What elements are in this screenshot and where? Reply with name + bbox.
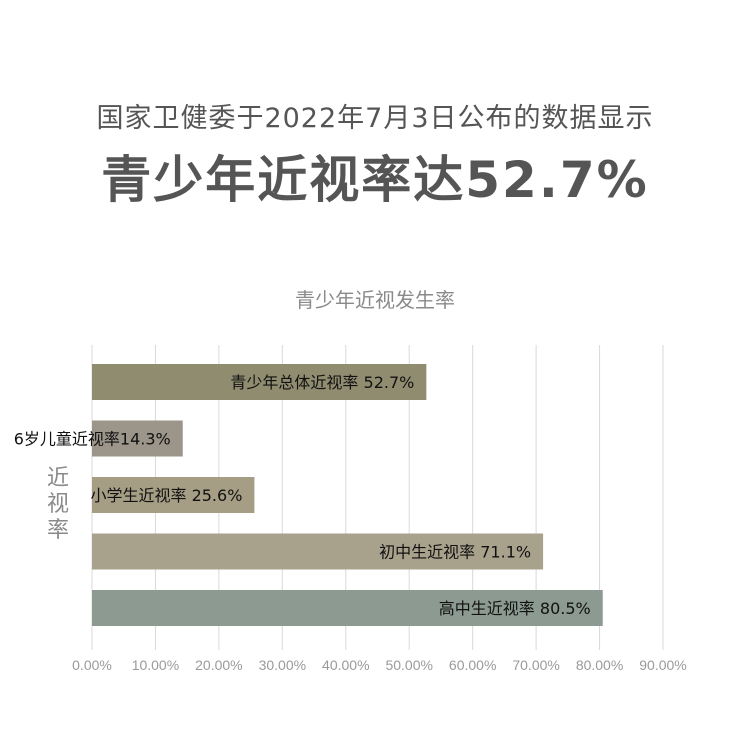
bar [92, 420, 183, 457]
bar-data-label: 6岁儿童近视率14.3% [14, 430, 171, 449]
page-subtitle: 国家卫健委于2022年7月3日公布的数据显示 [96, 103, 654, 134]
x-tick-label: 60.00% [449, 657, 496, 673]
bar [92, 477, 255, 513]
bar [92, 533, 544, 570]
x-tick-label: 0.00% [72, 657, 112, 673]
bar [92, 364, 427, 400]
x-tick-label: 20.00% [195, 657, 242, 673]
bar-data-label: 青少年总体近视率 52.7% [230, 373, 414, 392]
x-tick-label: 30.00% [259, 657, 306, 673]
x-tick-label: 70.00% [512, 657, 559, 673]
bar-chart: 0.00% 10.00% 20.00% 30.00% 40.00% 50.00% 60.00… [14, 345, 687, 673]
x-tick-label: 10.00% [132, 657, 179, 673]
x-tick-label: 90.00% [639, 657, 686, 673]
chart-title: 青少年近视发生率 [295, 288, 455, 312]
bar-data-label: 小学生近视率 25.6% [90, 486, 242, 505]
page-title: 青少年近视率达52.7% [101, 151, 649, 209]
x-tick-label: 40.00% [322, 657, 369, 673]
bar-data-label: 高中生近视率 80.5% [439, 599, 591, 618]
bar-data-label: 初中生近视率 71.1% [379, 543, 531, 562]
y-axis-label: 近视率 [46, 466, 69, 543]
x-tick-label: 80.00% [576, 657, 623, 673]
x-tick-label: 50.00% [385, 657, 432, 673]
bar [92, 590, 603, 626]
